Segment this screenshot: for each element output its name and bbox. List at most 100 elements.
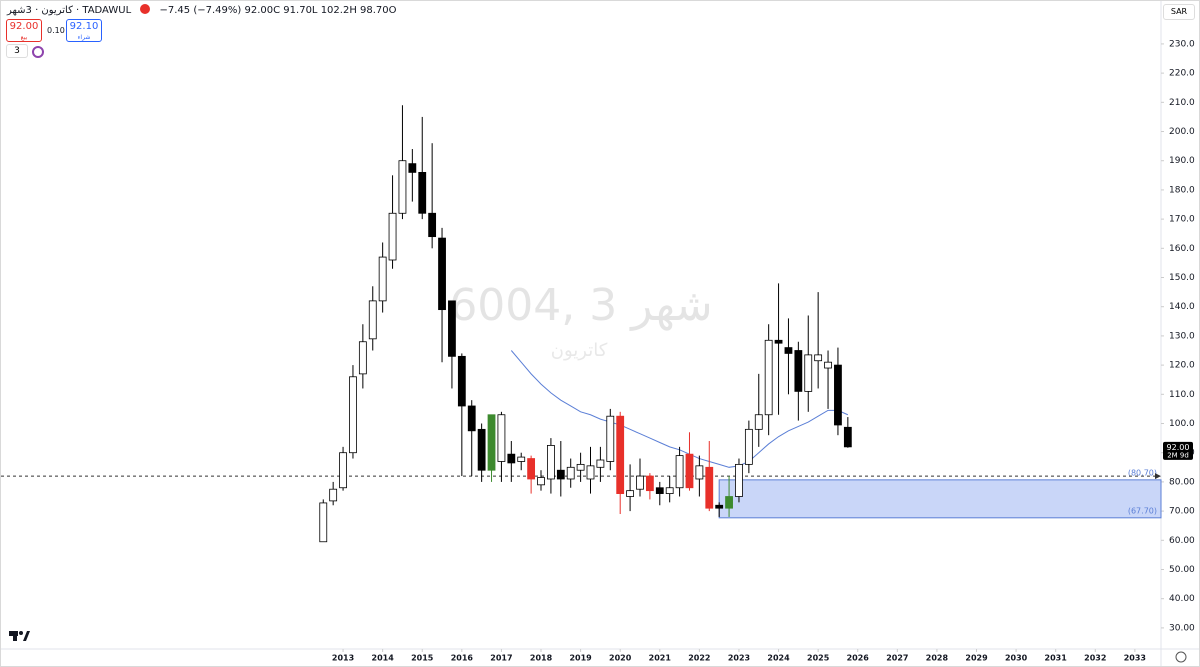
y-tick-label: 200.0: [1169, 127, 1195, 137]
candle-body: [438, 237, 446, 311]
candle-body: [457, 355, 466, 407]
candle-body: [477, 428, 486, 471]
x-tick-label: 2015: [411, 654, 434, 663]
x-tick-label: 2031: [1045, 654, 1068, 663]
candle-body: [537, 477, 545, 486]
high: 102.2H: [320, 5, 357, 16]
y-tick-label: 150.0: [1169, 273, 1195, 283]
candle-body: [448, 300, 456, 357]
y-tick-label: 140.0: [1169, 302, 1195, 312]
candle-body: [398, 160, 407, 214]
candle-body: [754, 414, 763, 430]
candle-body: [814, 354, 823, 362]
candle-body: [616, 415, 625, 494]
candle-body: [507, 453, 516, 464]
x-tick-label: 2025: [807, 654, 830, 663]
candle-body: [408, 163, 417, 173]
watermark-subtitle: كاتريون: [551, 340, 608, 361]
last-price-label: 92.00: [1167, 443, 1190, 452]
indicator-count: 3: [14, 46, 20, 56]
dashed-line-arrow: [1155, 473, 1161, 480]
candle-body: [368, 300, 377, 340]
candle-body: [487, 414, 496, 471]
candle-body: [418, 171, 427, 214]
buy-button[interactable]: 92.10 شراء: [66, 19, 102, 42]
x-tick-label: 2032: [1084, 654, 1106, 663]
candle-body: [349, 376, 357, 454]
candle-body: [794, 350, 803, 392]
tv-logo: [9, 631, 30, 641]
candle-body: [735, 463, 743, 497]
candle-body: [428, 212, 437, 238]
x-tick-label: 2028: [926, 654, 949, 663]
candle-body: [655, 487, 664, 494]
x-tick-label: 2021: [649, 654, 672, 663]
y-tick-label: 180.0: [1169, 185, 1195, 195]
candle-body: [715, 504, 724, 509]
candle-body: [626, 490, 634, 497]
candle-body: [774, 339, 783, 344]
y-tick-label: 70.00: [1169, 507, 1195, 517]
y-tick-label: 110.0: [1169, 390, 1195, 400]
candle-body: [705, 466, 714, 509]
buy-price: 92.10: [69, 21, 99, 32]
currency-button[interactable]: SAR: [1163, 4, 1195, 20]
candle-body: [339, 452, 347, 489]
x-tick-label: 2024: [767, 654, 790, 663]
close: 92.00C: [244, 5, 281, 16]
y-tick-label: 50.00: [1169, 565, 1195, 575]
zone-label: (80.70): [1128, 468, 1157, 477]
candle-body: [467, 405, 476, 432]
x-tick-label: 2026: [847, 654, 870, 663]
candle-body: [784, 347, 793, 354]
candle-body: [517, 456, 526, 462]
y-tick-label: 80.00: [1169, 477, 1195, 487]
spread: 0.10: [47, 26, 65, 35]
sell-button[interactable]: 92.00 بيع: [6, 19, 42, 42]
candle-body: [378, 256, 387, 302]
candle-body: [843, 426, 852, 448]
x-tick-label: 2020: [609, 654, 632, 663]
candle-body: [645, 475, 654, 492]
candle-body: [576, 463, 585, 471]
sell-price: 92.00: [9, 21, 39, 32]
candle-body: [388, 212, 397, 261]
x-tick-label: 2016: [451, 654, 474, 663]
candle-body: [636, 475, 644, 490]
sell-label: بيع: [20, 34, 28, 41]
candle-body: [586, 465, 595, 480]
last-price-tag: [1163, 441, 1193, 460]
y-tick-label: 120.0: [1169, 361, 1195, 371]
candle-body: [665, 487, 674, 494]
indicator-toggle[interactable]: 3: [6, 44, 28, 58]
currency: SAR: [1170, 7, 1188, 16]
y-tick-label: 60.00: [1169, 536, 1195, 546]
candle-body: [566, 466, 575, 480]
zone-label: (67.70): [1128, 506, 1157, 515]
y-tick-label: 220.0: [1169, 69, 1195, 79]
y-tick-label: 170.0: [1169, 215, 1195, 225]
candle-body: [358, 341, 367, 375]
candle-body: [804, 354, 813, 392]
symbol-row: كاتريون · 3شهر · TADAWUL −7.45 (−7.49%) …: [7, 4, 397, 16]
candle-body: [527, 458, 536, 480]
candle-body: [556, 469, 565, 480]
candle-body: [675, 455, 684, 489]
candle-body: [319, 502, 328, 543]
y-tick-label: 30.00: [1169, 623, 1195, 633]
candle-body: [596, 459, 605, 468]
candle-body: [685, 453, 694, 489]
alert-icon[interactable]: [140, 4, 151, 14]
x-tick-label: 2017: [490, 654, 512, 663]
candle-body: [695, 465, 704, 480]
sync-icon[interactable]: [32, 46, 44, 58]
x-tick-label: 2027: [886, 654, 908, 663]
x-tick-label: 2029: [965, 654, 988, 663]
y-tick-label: 210.0: [1169, 98, 1195, 108]
watermark: 6004, 3 شهر: [449, 280, 712, 331]
x-tick-label: 2022: [688, 654, 710, 663]
candle-body: [547, 445, 555, 480]
candle-body: [824, 361, 832, 369]
y-tick-label: 40.00: [1169, 594, 1195, 604]
settings-icon[interactable]: [1175, 651, 1187, 663]
